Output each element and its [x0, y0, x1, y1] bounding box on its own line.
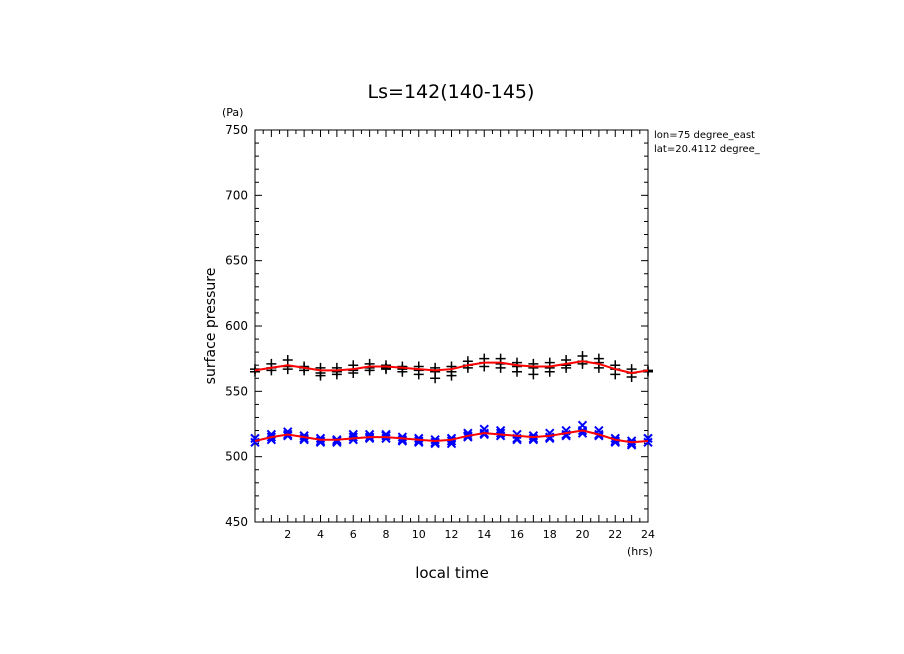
y-tick-label: 700	[225, 188, 248, 202]
fit-line-upper	[254, 360, 649, 374]
data-point-cross	[446, 433, 457, 444]
x-tick-label: 22	[608, 528, 622, 541]
data-point-cross	[495, 425, 506, 436]
x-unit-label: (hrs)	[627, 545, 653, 558]
data-point-plus	[610, 369, 621, 380]
x-tick-label: 14	[477, 528, 491, 541]
x-tick-label: 10	[412, 528, 426, 541]
data-point-plus	[381, 362, 391, 373]
y-tick-label: 450	[225, 515, 248, 529]
data-point-cross	[528, 433, 539, 444]
y-tick-label: 500	[225, 450, 248, 464]
y-tick-label: 650	[225, 254, 248, 268]
data-point-cross	[315, 433, 326, 444]
data-point-plus	[446, 370, 457, 381]
data-point-cross	[626, 436, 637, 446]
y-tick-label: 600	[225, 319, 248, 333]
data-point-plus	[282, 354, 293, 365]
data-point-plus	[495, 362, 506, 373]
fit-line-lower	[254, 429, 649, 444]
x-tick-label: 24	[641, 528, 655, 541]
data-point-cross	[381, 433, 391, 444]
x-tick-label: 4	[317, 528, 324, 541]
plot-frame	[254, 129, 649, 523]
annotation-lat: lat=20.4112 degree_	[654, 144, 761, 155]
data-point-plus	[315, 370, 326, 381]
data-point-plus	[544, 366, 555, 377]
chart-title: Ls=142(140-145)	[368, 81, 535, 103]
data-point-plus	[413, 369, 424, 380]
x-tick-label: 6	[350, 528, 357, 541]
data-point-cross	[495, 428, 506, 438]
y-tick-label: 550	[225, 384, 248, 398]
y-tick-label: 750	[225, 123, 248, 137]
x-axis-label: local time	[415, 564, 489, 582]
y-unit-label: (Pa)	[222, 106, 243, 119]
data-point-plus	[528, 369, 539, 380]
data-point-plus	[593, 353, 604, 364]
x-tick-label: 8	[383, 528, 390, 541]
data-point-plus	[512, 366, 522, 377]
data-point-cross	[348, 429, 358, 440]
x-tick-label: 12	[445, 528, 459, 541]
y-axis-label: surface pressure	[203, 268, 219, 385]
data-point-cross	[528, 431, 539, 441]
data-point-cross	[348, 432, 358, 442]
data-point-cross	[332, 436, 342, 446]
x-tick-label: 2	[284, 528, 291, 541]
data-point-plus	[430, 373, 441, 384]
x-tick-label: 16	[510, 528, 524, 541]
x-tick-label: 20	[576, 528, 590, 541]
annotation-lon: lon=75 degree_east	[654, 130, 755, 141]
x-tick-label: 18	[543, 528, 557, 541]
